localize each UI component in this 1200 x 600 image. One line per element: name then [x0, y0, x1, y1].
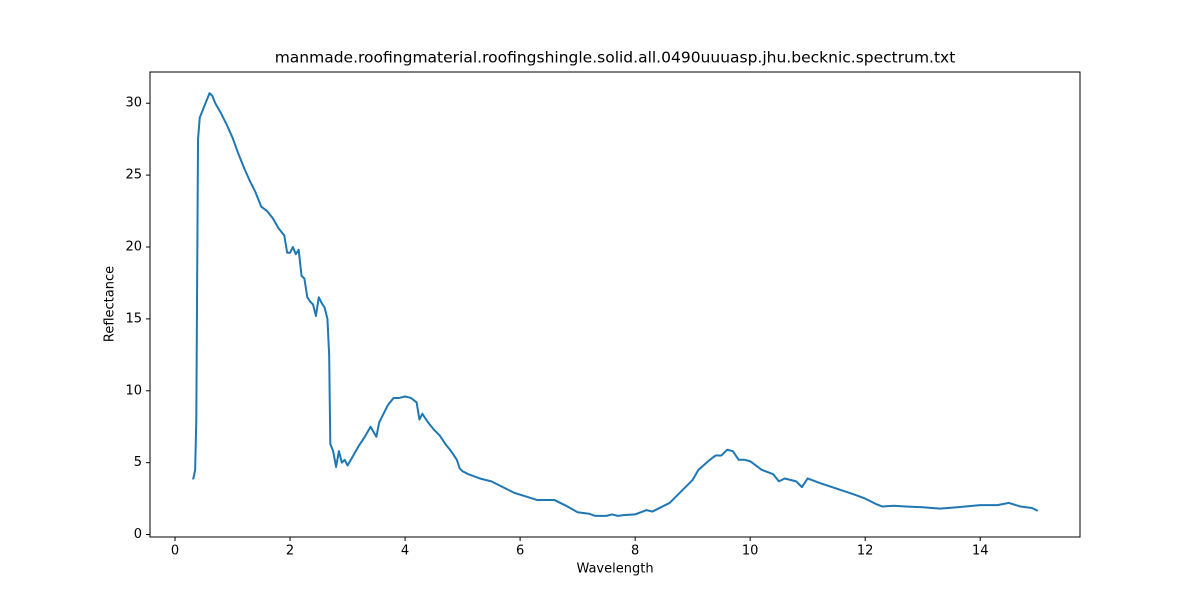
x-tick-label: 10: [742, 544, 759, 559]
x-axis-label: Wavelength: [576, 562, 653, 577]
x-tick-label: 2: [286, 544, 294, 559]
y-tick-label: 25: [125, 168, 142, 183]
y-tick-label: 5: [134, 455, 142, 470]
x-tick-label: 12: [857, 544, 874, 559]
y-tick-label: 15: [125, 311, 142, 326]
x-tick-label: 14: [972, 544, 989, 559]
x-tick-label: 0: [171, 544, 179, 559]
plot-frame: [149, 71, 1081, 538]
y-tick-label: 20: [125, 239, 142, 254]
chart-title: manmade.roofingmaterial.roofingshingle.s…: [275, 49, 956, 67]
y-tick-label: 30: [125, 96, 142, 111]
data-line: [192, 92, 1039, 517]
x-tick-label: 4: [401, 544, 409, 559]
y-tick-label: 10: [125, 383, 142, 398]
y-tick-label: 0: [134, 527, 142, 542]
x-tick-label: 8: [631, 544, 639, 559]
x-tick-label: 6: [516, 544, 524, 559]
y-axis-label: Reflectance: [103, 266, 118, 342]
